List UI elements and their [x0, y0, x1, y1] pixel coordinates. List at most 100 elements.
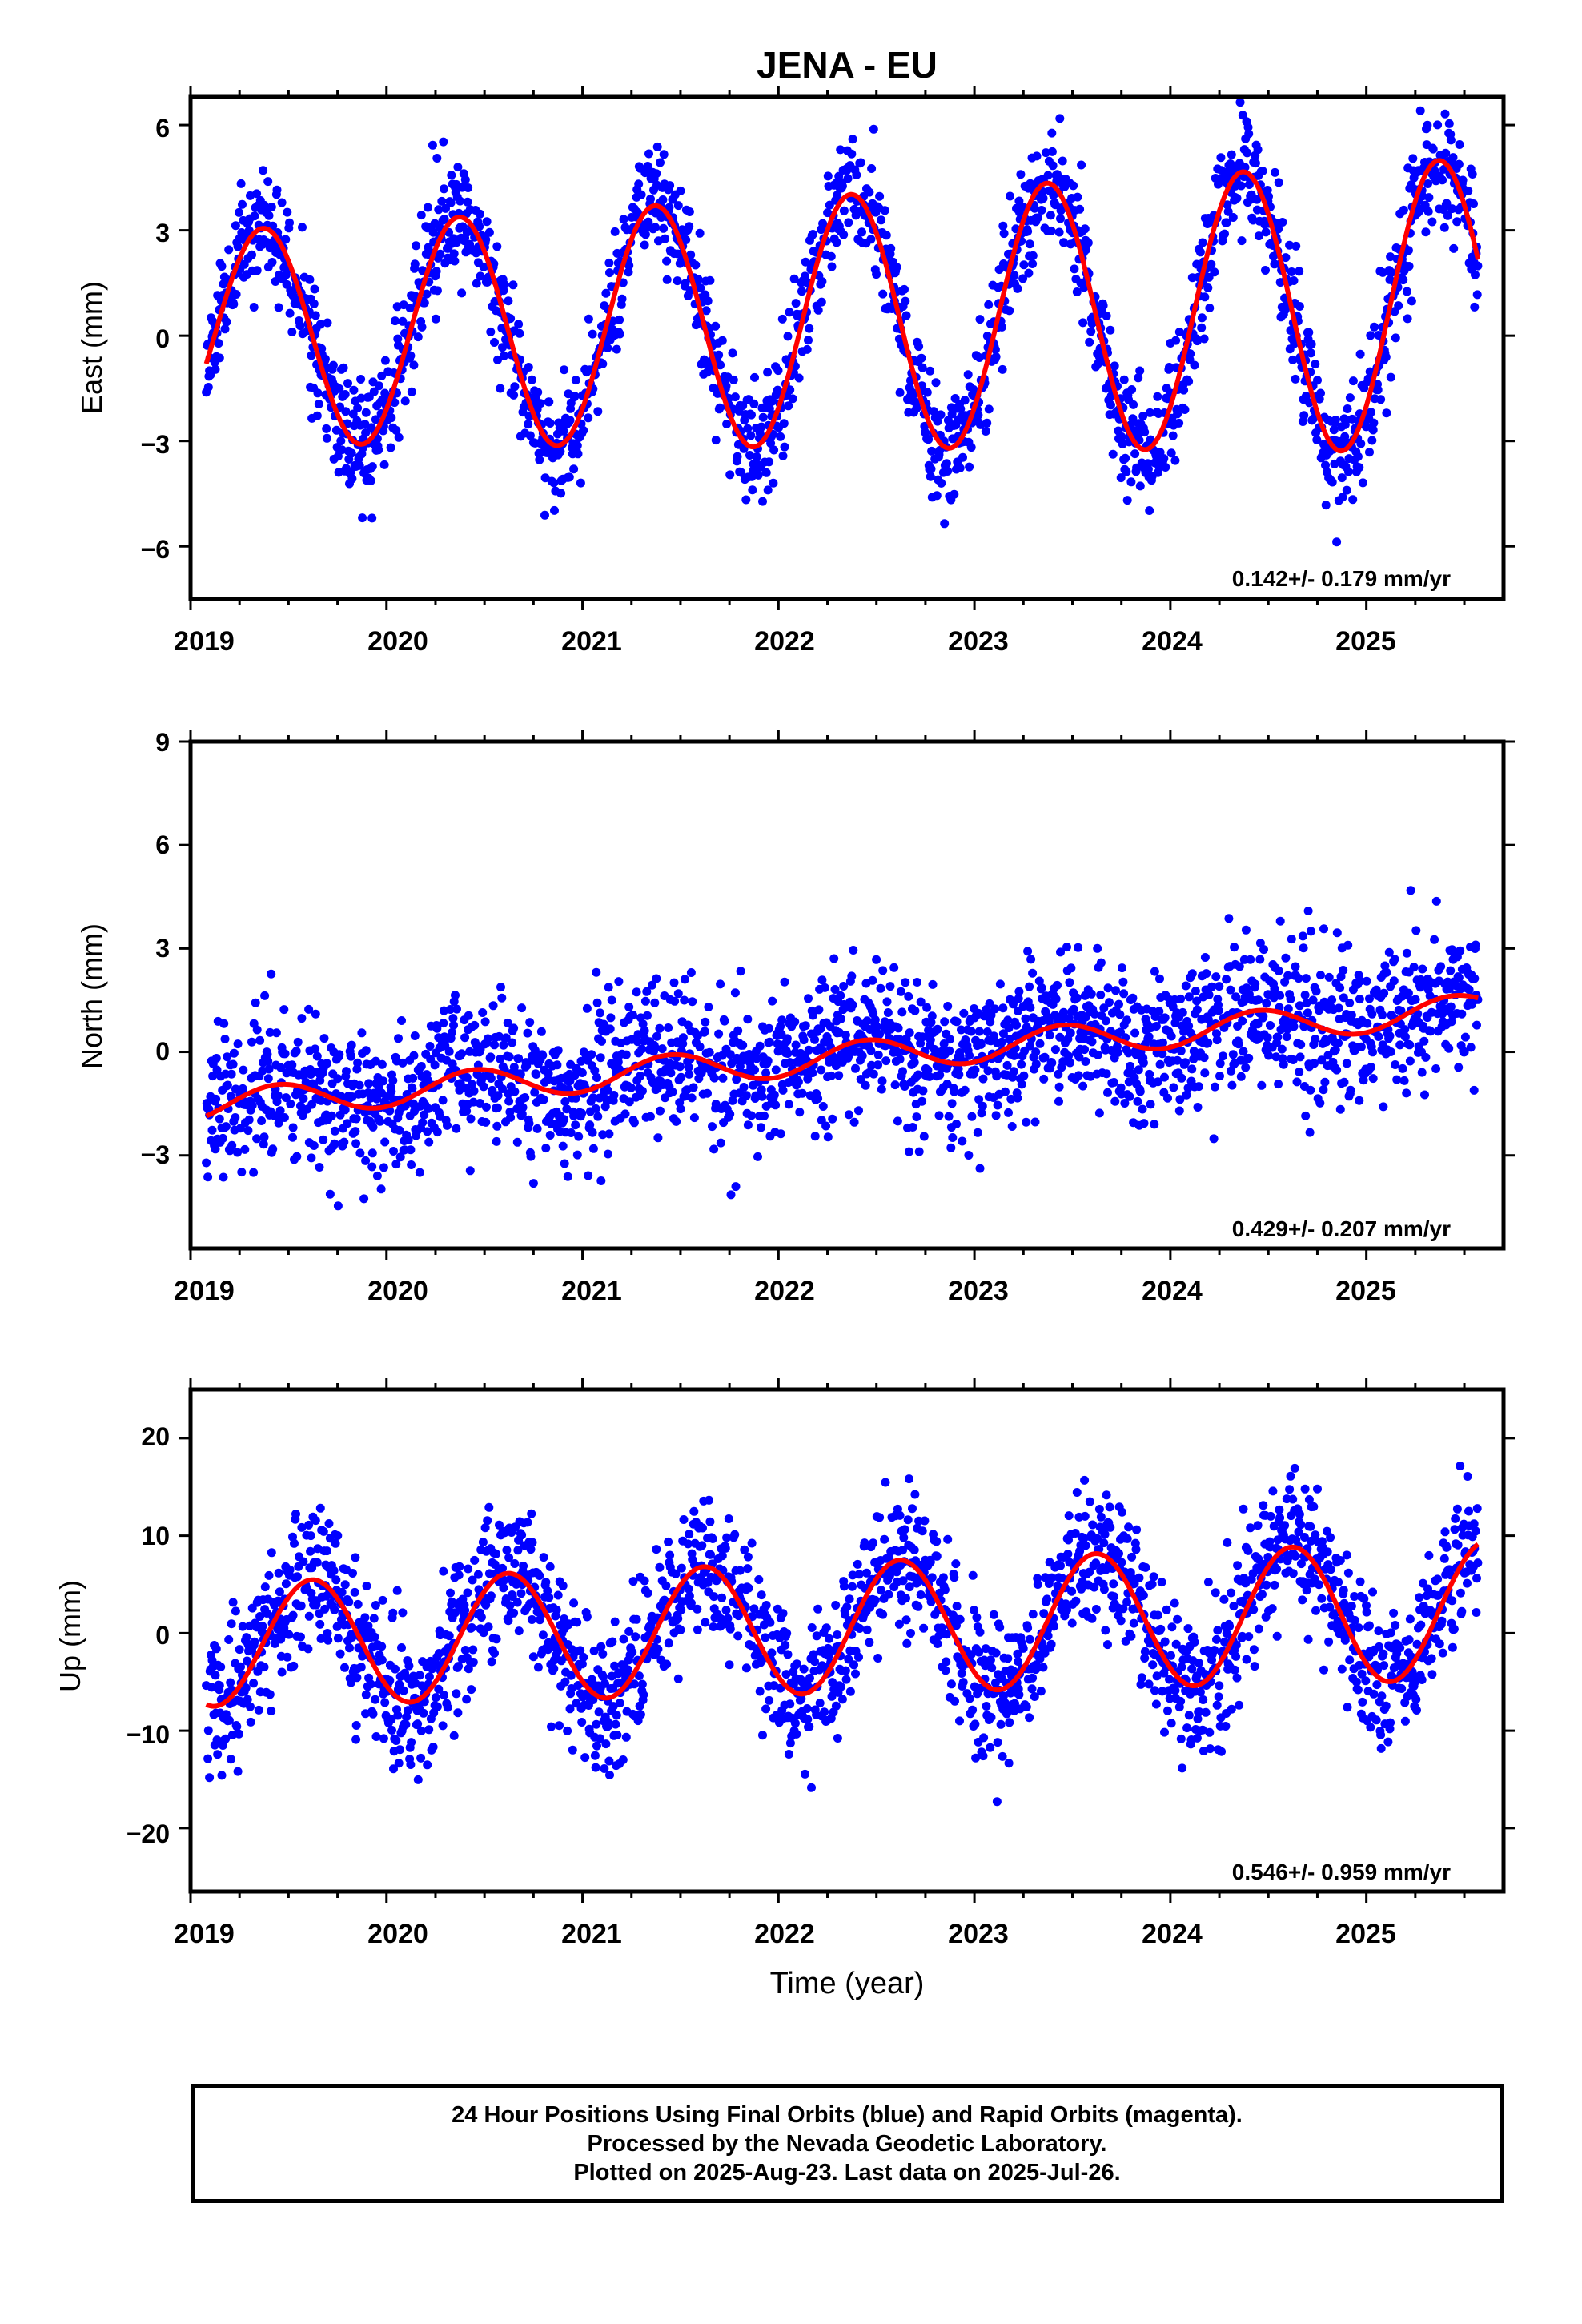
- north-data-point: [508, 1038, 517, 1047]
- north-data-point: [905, 1147, 913, 1156]
- up-data-point: [205, 1773, 215, 1783]
- north-data-point: [1402, 948, 1411, 958]
- east-data-point: [1295, 302, 1304, 311]
- north-data-point: [1146, 1100, 1155, 1109]
- up-data-point: [319, 1526, 328, 1536]
- east-data-point: [598, 359, 608, 368]
- east-data-point: [367, 462, 377, 472]
- north-data-point: [945, 1046, 954, 1055]
- east-data-point: [700, 355, 709, 364]
- east-data-point: [612, 344, 621, 354]
- east-data-point: [1032, 151, 1042, 161]
- east-data-point: [1355, 349, 1365, 359]
- north-data-point: [464, 1011, 473, 1020]
- north-data-point: [439, 1019, 448, 1028]
- north-data-point: [948, 1133, 958, 1142]
- east-model-line: [203, 158, 1481, 454]
- east-data-point: [514, 320, 524, 329]
- east-data-point: [1205, 304, 1215, 312]
- east-data-point: [252, 266, 262, 275]
- east-data-point: [515, 328, 524, 338]
- north-data-point: [247, 1037, 256, 1047]
- east-data-point: [1454, 159, 1464, 169]
- north-data-point: [486, 1074, 496, 1083]
- east-data-point: [619, 215, 628, 224]
- east-data-point: [1030, 203, 1039, 213]
- north-data-point: [560, 1115, 569, 1124]
- east-data-point: [791, 299, 801, 308]
- north-data-point: [1110, 1096, 1120, 1106]
- east-data-point: [1023, 227, 1033, 236]
- east-data-point: [1135, 366, 1145, 376]
- east-data-point: [765, 404, 774, 413]
- north-data-point: [718, 1073, 728, 1083]
- north-data-point: [673, 989, 683, 999]
- up-data-point: [419, 1708, 428, 1718]
- north-data-point: [333, 1201, 343, 1211]
- north-data-point: [1430, 935, 1439, 944]
- north-data-point: [1074, 943, 1083, 952]
- north-data-point: [221, 1122, 231, 1132]
- north-data-point: [868, 975, 877, 985]
- north-data-point: [404, 1136, 413, 1144]
- east-data-point: [510, 382, 520, 392]
- east-data-point: [1028, 259, 1038, 268]
- north-data-point: [995, 979, 1005, 989]
- north-data-point: [1094, 1108, 1104, 1118]
- east-data-point: [1121, 453, 1130, 463]
- up-data-point: [492, 1634, 501, 1644]
- north-data-point: [497, 993, 507, 1003]
- up-data-point: [284, 1630, 294, 1639]
- east-data-point: [937, 478, 946, 488]
- east-data-point: [584, 413, 593, 423]
- east-data-point: [785, 308, 794, 317]
- north-data-point: [449, 1020, 458, 1030]
- up-data-point: [291, 1510, 300, 1518]
- north-data-point: [1392, 1075, 1402, 1084]
- east-data-point: [288, 291, 298, 300]
- up-data-point: [333, 1531, 343, 1540]
- east-data-point: [1145, 506, 1154, 515]
- east-data-point: [1455, 140, 1464, 149]
- north-data-point: [343, 1119, 352, 1128]
- east-data-point: [336, 436, 346, 446]
- east-data-point: [358, 513, 367, 523]
- north-data-point: [872, 1022, 881, 1031]
- east-data-point: [322, 424, 331, 433]
- north-data-point: [208, 1072, 218, 1081]
- east-data-point: [576, 478, 585, 488]
- east-data-point: [236, 179, 246, 188]
- north-data-point: [975, 1164, 985, 1173]
- north-data-point: [1228, 1050, 1238, 1059]
- north-data-point: [1181, 981, 1191, 991]
- east-data-point: [1059, 238, 1068, 247]
- north-data-point: [1403, 988, 1413, 998]
- east-data-point: [533, 388, 543, 397]
- east-data-point: [1094, 352, 1104, 362]
- east-data-point: [1348, 376, 1358, 386]
- north-data-point: [430, 1060, 440, 1070]
- north-data-point: [233, 1148, 242, 1157]
- north-data-point: [1405, 1040, 1415, 1050]
- east-data-point: [1184, 376, 1194, 386]
- north-data-point: [1431, 896, 1441, 906]
- north-data-point: [791, 1040, 801, 1050]
- north-data-point: [1178, 1007, 1187, 1017]
- north-data-point: [1382, 967, 1391, 977]
- east-data-point: [817, 297, 826, 307]
- north-data-point: [1295, 1052, 1305, 1062]
- up-data-point: [544, 1593, 554, 1602]
- north-data-point: [292, 1152, 302, 1161]
- north-data-point: [765, 1037, 774, 1047]
- north-data-point: [215, 1114, 224, 1124]
- east-data-point: [439, 137, 448, 147]
- east-data-point: [661, 234, 670, 243]
- east-data-point: [1312, 435, 1322, 444]
- north-data-point: [743, 1120, 753, 1130]
- up-data-point: [454, 1570, 464, 1580]
- north-data-point: [873, 1060, 883, 1070]
- north-data-point: [672, 1116, 681, 1126]
- north-data-point: [730, 988, 740, 998]
- east-data-point: [1106, 400, 1115, 410]
- north-data-point: [813, 1094, 823, 1104]
